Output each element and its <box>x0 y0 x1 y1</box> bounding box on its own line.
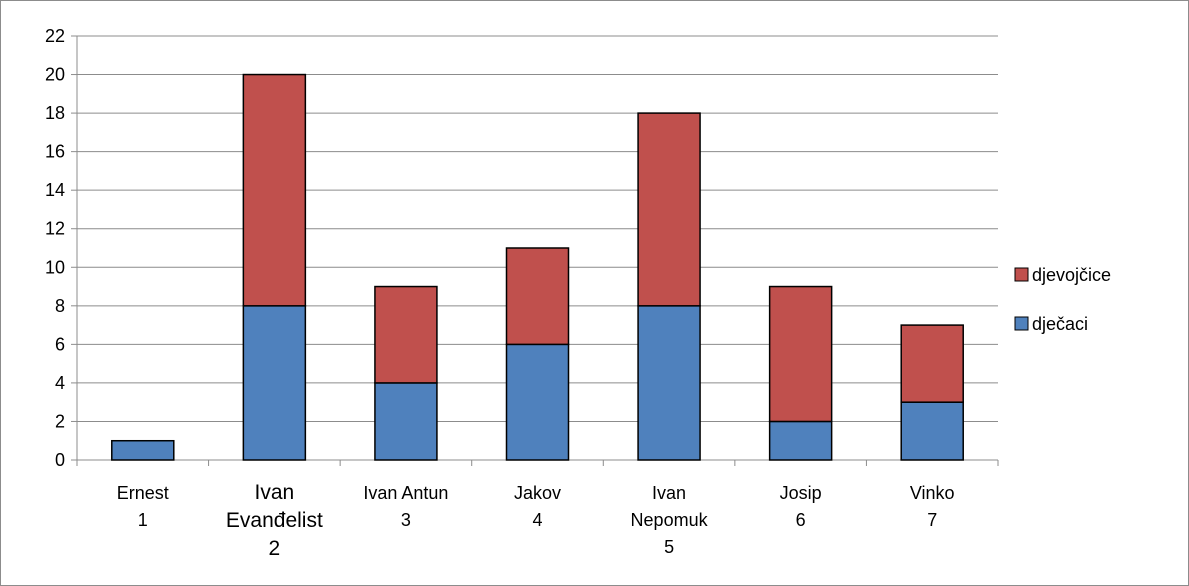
legend-swatch <box>1014 267 1029 282</box>
bar-djevojcice <box>637 112 701 307</box>
x-category-label: 4 <box>532 510 542 530</box>
x-category-label: 3 <box>401 510 411 530</box>
x-category-label: 6 <box>796 510 806 530</box>
bar-djecaci <box>768 420 833 461</box>
bar-djevojcice <box>242 73 307 307</box>
bar-djecaci <box>637 305 701 461</box>
y-tick-label: 6 <box>55 334 65 354</box>
x-category-label: Ivan Antun <box>363 483 448 503</box>
x-category-label: 2 <box>269 537 281 560</box>
x-category-label: 7 <box>927 510 937 530</box>
x-category-label: Jakov <box>514 483 561 503</box>
y-tick-label: 18 <box>45 103 65 123</box>
y-tick-label: 20 <box>45 65 65 85</box>
bar-djevojcice <box>374 285 438 384</box>
bar-djecaci <box>374 382 438 461</box>
x-category-label: Josip <box>780 483 822 503</box>
bar-djecaci <box>505 343 570 461</box>
y-tick-label: 4 <box>55 373 65 393</box>
bar-djecaci <box>242 305 307 461</box>
x-category-label: 5 <box>664 537 674 557</box>
x-category-label: Evanđelist <box>226 509 323 532</box>
y-tick-label: 0 <box>55 450 65 470</box>
bar-djecaci <box>111 439 175 461</box>
y-tick-label: 14 <box>45 180 65 200</box>
legend-label: djevojčice <box>1032 265 1111 285</box>
legend-label: dječaci <box>1032 314 1088 334</box>
bar-djevojcice <box>768 285 833 423</box>
x-category-label: Ivan <box>652 483 686 503</box>
x-category-label: Ivan <box>255 481 295 504</box>
y-tick-label: 16 <box>45 142 65 162</box>
x-category-label: 1 <box>138 510 148 530</box>
bar-djevojcice <box>900 324 964 403</box>
bar-djevojcice <box>505 247 570 346</box>
x-category-label: Ernest <box>117 483 169 503</box>
y-tick-label: 12 <box>45 219 65 239</box>
x-category-label: Vinko <box>910 483 955 503</box>
legend-swatch <box>1014 316 1029 331</box>
x-category-label: Nepomuk <box>631 510 709 530</box>
bar-djecaci <box>900 401 964 461</box>
y-tick-label: 22 <box>45 26 65 46</box>
y-tick-label: 2 <box>55 411 65 431</box>
y-tick-label: 10 <box>45 257 65 277</box>
y-tick-label: 8 <box>55 296 65 316</box>
